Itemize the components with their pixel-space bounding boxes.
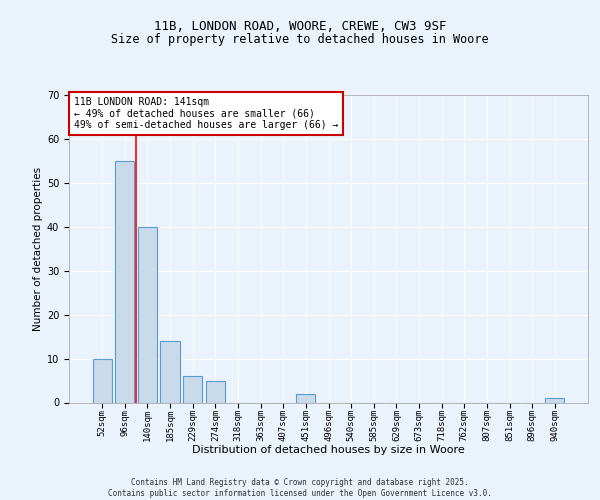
X-axis label: Distribution of detached houses by size in Woore: Distribution of detached houses by size … bbox=[192, 445, 465, 455]
Text: 11B, LONDON ROAD, WOORE, CREWE, CW3 9SF: 11B, LONDON ROAD, WOORE, CREWE, CW3 9SF bbox=[154, 20, 446, 33]
Bar bbox=[296, 394, 316, 402]
Text: Contains HM Land Registry data © Crown copyright and database right 2025.
Contai: Contains HM Land Registry data © Crown c… bbox=[108, 478, 492, 498]
Bar bbox=[138, 227, 157, 402]
Bar bbox=[115, 161, 134, 402]
Text: 11B LONDON ROAD: 141sqm
← 49% of detached houses are smaller (66)
49% of semi-de: 11B LONDON ROAD: 141sqm ← 49% of detache… bbox=[74, 96, 338, 130]
Text: Size of property relative to detached houses in Woore: Size of property relative to detached ho… bbox=[111, 32, 489, 46]
Y-axis label: Number of detached properties: Number of detached properties bbox=[33, 166, 43, 331]
Bar bbox=[183, 376, 202, 402]
Bar bbox=[92, 358, 112, 403]
Bar bbox=[206, 380, 225, 402]
Bar bbox=[160, 341, 180, 402]
Bar bbox=[545, 398, 565, 402]
